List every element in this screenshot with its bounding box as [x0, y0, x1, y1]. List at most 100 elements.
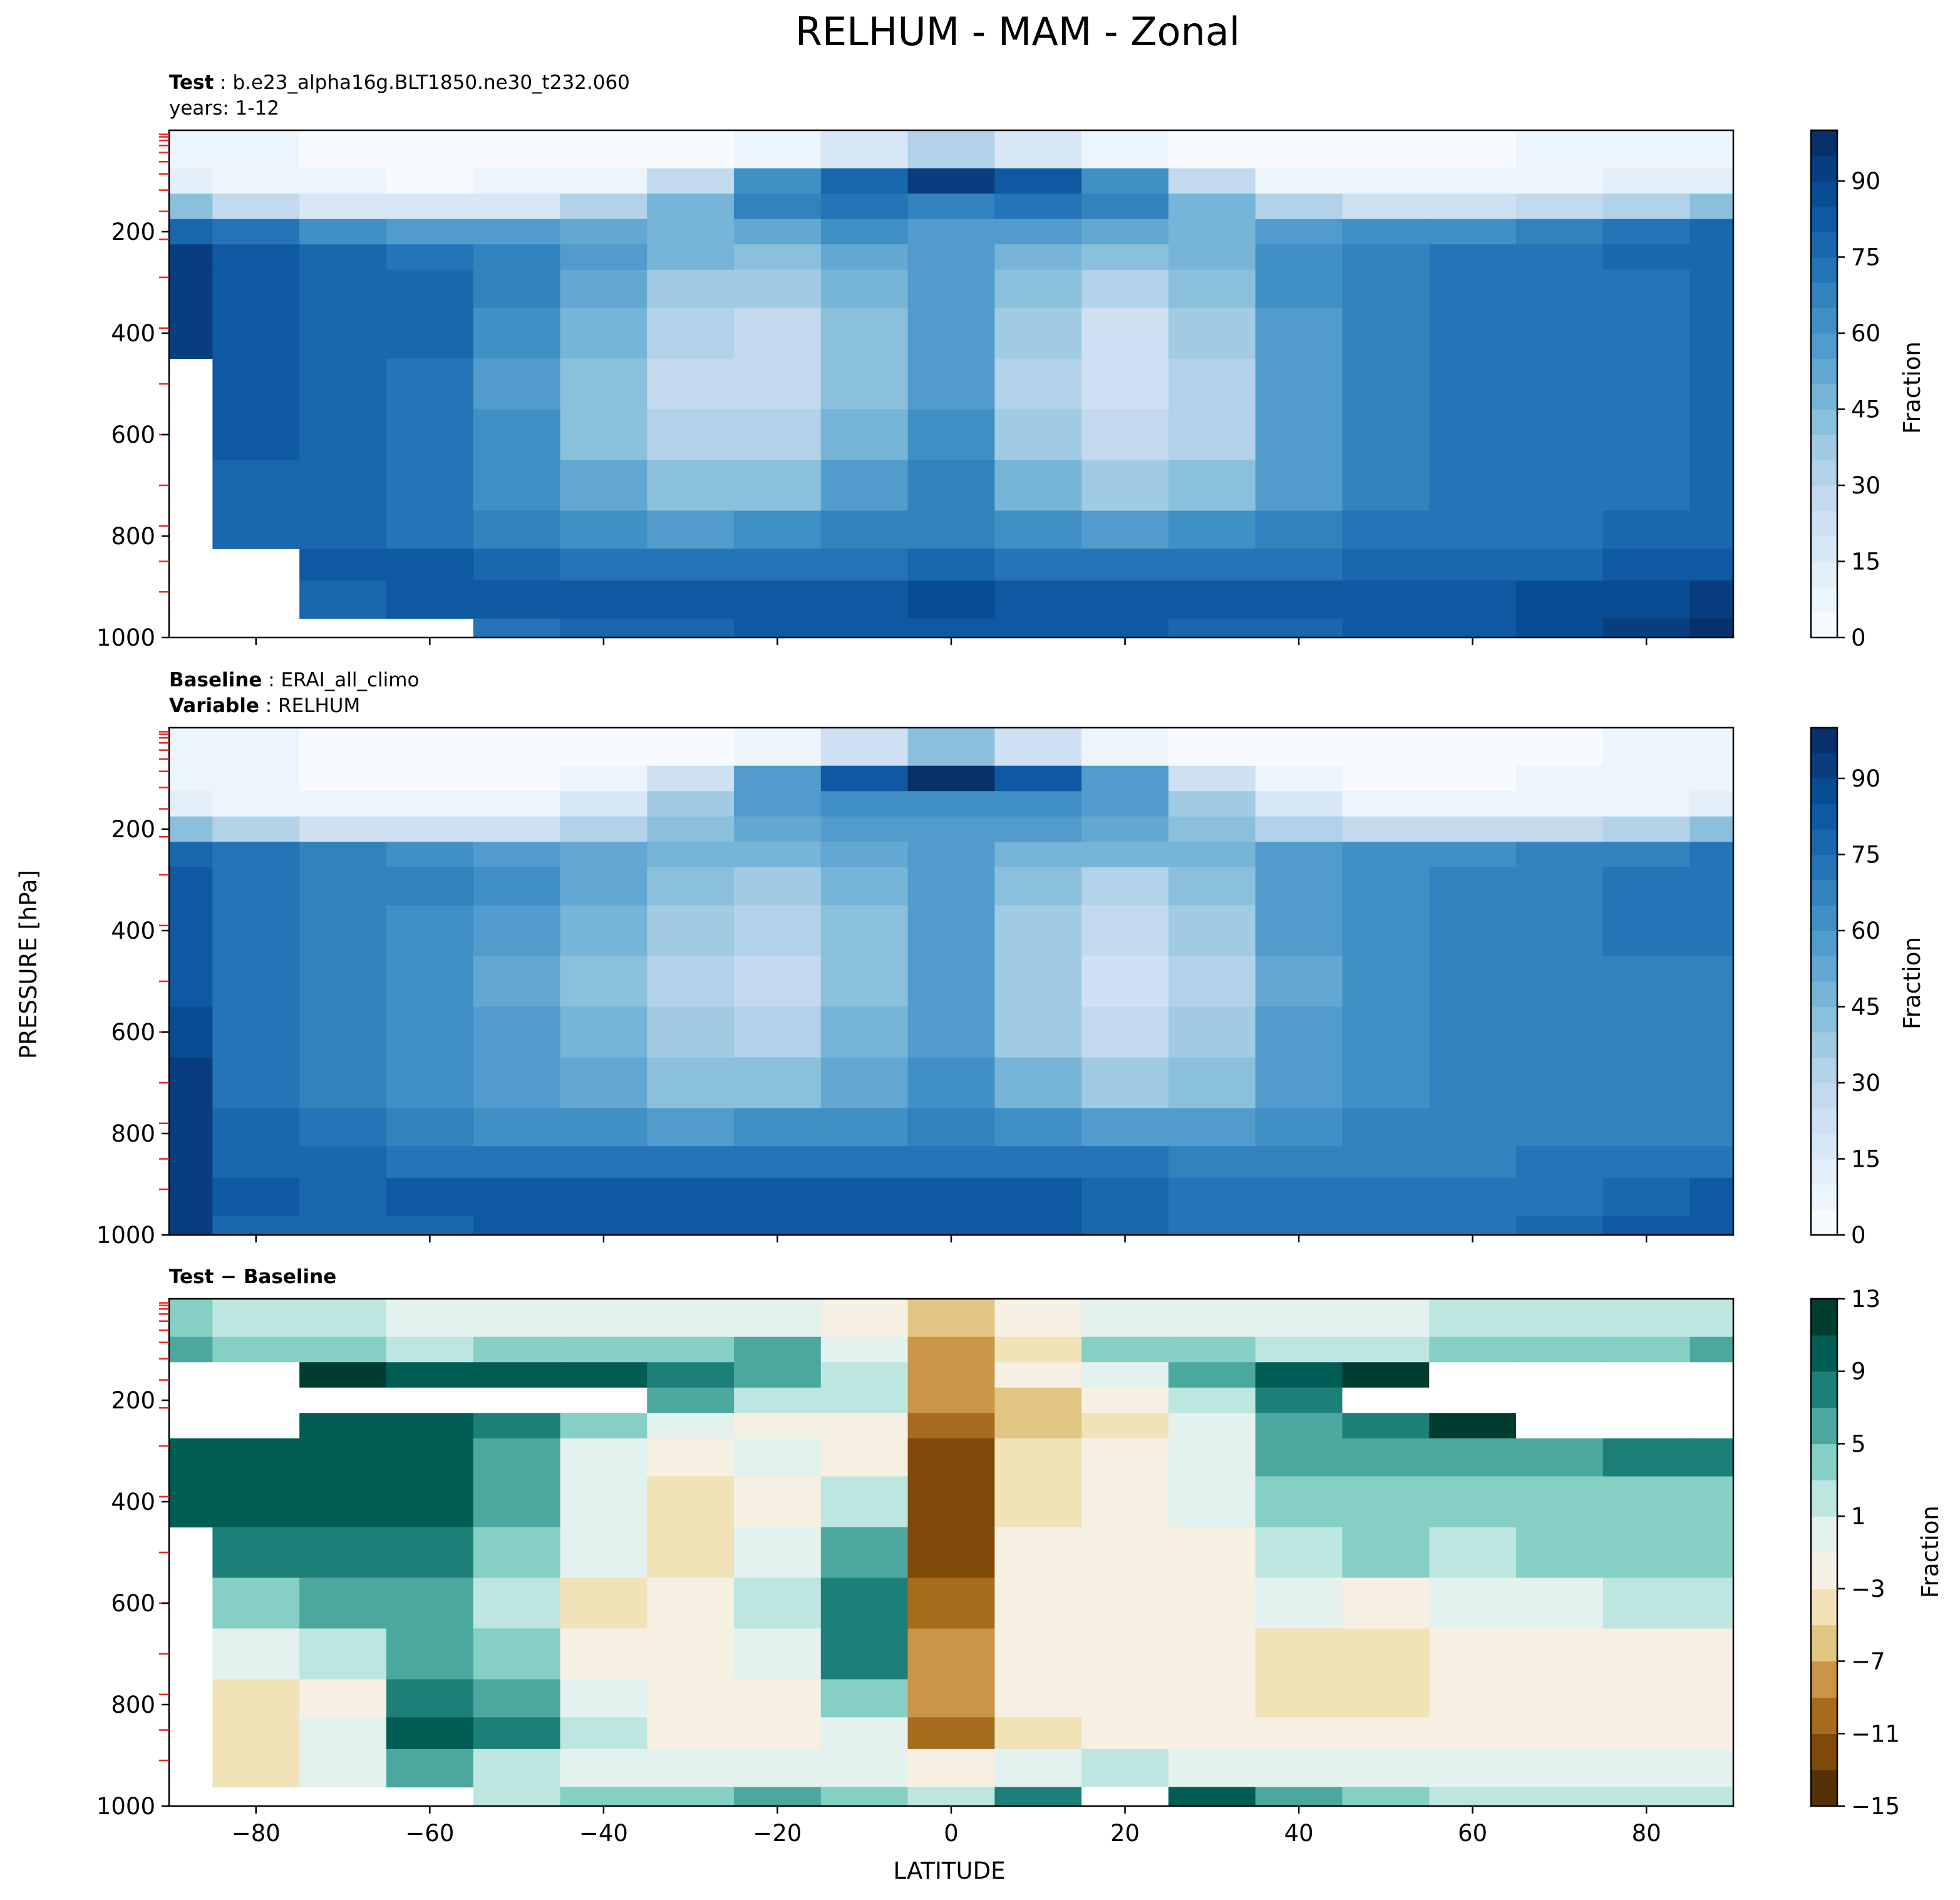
heatmap-cell	[1602, 219, 1691, 245]
colorbar-band	[1811, 358, 1837, 385]
heatmap-cell	[169, 1299, 213, 1338]
heatmap-cell	[820, 409, 909, 461]
heatmap-cell	[1516, 1438, 1604, 1477]
heatmap-cell	[1516, 1336, 1604, 1363]
heatmap-cell	[386, 194, 474, 220]
heatmap-cell	[1429, 791, 1517, 817]
heatmap-cell	[1342, 1299, 1430, 1338]
heatmap-cell	[1689, 1717, 1734, 1750]
heatmap-cell	[473, 1527, 561, 1579]
heatmap-cell	[473, 905, 561, 957]
heatmap-cell	[1689, 194, 1734, 220]
heatmap-cell	[1602, 168, 1691, 194]
heatmap-cell	[560, 1628, 647, 1680]
heatmap-cell	[994, 1336, 1082, 1363]
heatmap-cell	[647, 168, 735, 194]
heatmap-cell	[1689, 905, 1734, 957]
heatmap-cell	[1342, 510, 1430, 549]
heatmap-cell	[820, 618, 909, 638]
heatmap-cell	[820, 905, 909, 957]
colorbar-tick-label: 15	[1851, 1146, 1880, 1173]
heatmap-cell	[994, 460, 1082, 512]
heatmap-cell	[473, 549, 561, 581]
heatmap-cell	[386, 510, 474, 549]
heatmap-cell	[1255, 1108, 1343, 1147]
heatmap-cell	[1429, 867, 1517, 906]
heatmap-cell	[473, 842, 561, 868]
panel-diff-colorbar-label: Fraction	[1917, 1505, 1944, 1598]
heatmap-cell	[734, 728, 822, 767]
colorbar-tick-label: 45	[1851, 396, 1880, 423]
colorbar-band	[1811, 1443, 1837, 1480]
heatmap-cell	[212, 1299, 300, 1338]
heatmap-cell	[1689, 1362, 1734, 1388]
colorbar-band	[1811, 1057, 1837, 1083]
heatmap-cell	[212, 307, 300, 359]
heatmap-cell	[560, 194, 647, 220]
heatmap-cell	[212, 130, 300, 169]
heatmap-cell	[1602, 905, 1691, 957]
heatmap-cell	[734, 867, 822, 906]
heatmap-cell	[647, 1476, 735, 1528]
heatmap-cell	[1602, 1438, 1691, 1477]
heatmap-cell	[386, 1108, 474, 1147]
heatmap-cell	[1342, 307, 1430, 359]
heatmap-cell	[1255, 130, 1343, 169]
heatmap-cell	[473, 1748, 561, 1788]
heatmap-cell	[169, 956, 213, 1008]
heatmap-cell	[1255, 867, 1343, 906]
panel-test-colorbar: 0 15 30 45 60 75 90	[1810, 129, 1880, 651]
heatmap-cell	[647, 307, 735, 359]
heatmap-cell	[386, 1748, 474, 1788]
heatmap-cell	[1255, 842, 1343, 868]
heatmap-cell	[734, 1628, 822, 1680]
heatmap-cell	[1081, 905, 1169, 957]
heatmap-cell	[734, 1527, 822, 1579]
heatmap-cell	[994, 358, 1082, 410]
heatmap-cell	[994, 1628, 1082, 1680]
heatmap-cell	[560, 219, 647, 245]
heatmap-cell	[734, 1577, 822, 1629]
heatmap-cell	[1516, 1299, 1604, 1338]
colorbar-band	[1811, 1770, 1837, 1807]
heatmap-cell	[647, 1362, 735, 1388]
heatmap-cell	[1689, 307, 1734, 359]
heatmap-cell	[1255, 816, 1343, 842]
heatmap-cell	[386, 1628, 474, 1680]
heatmap-cell	[560, 244, 647, 271]
colorbar-frame	[1810, 1298, 1839, 1807]
heatmap-cell	[1602, 244, 1691, 271]
heatmap-cell	[299, 307, 387, 359]
heatmap-cell	[386, 1717, 474, 1750]
heatmap-cell	[1516, 1527, 1604, 1579]
heatmap-cell	[1429, 1146, 1517, 1179]
heatmap-cell	[1081, 1628, 1169, 1680]
heatmap-cell	[647, 244, 735, 271]
heatmap-cell	[299, 1216, 387, 1236]
colorbar-band	[1811, 1516, 1837, 1553]
colorbar-band	[1811, 130, 1837, 157]
heatmap-cell	[1429, 1628, 1517, 1680]
heatmap-cell	[734, 194, 822, 220]
heatmap-cell	[994, 244, 1082, 271]
heatmap-cell	[820, 1387, 909, 1413]
heatmap-cell	[473, 956, 561, 1008]
heatmap-cell	[1516, 269, 1604, 309]
panel-baseline-y-ticks: 200 400 600 800 1000	[96, 816, 169, 1249]
x-tick-label: 60	[1458, 1820, 1487, 1847]
heatmap-cell	[299, 580, 387, 619]
heatmap-cell	[299, 842, 387, 868]
colorbar-band	[1811, 956, 1837, 982]
heatmap-cell	[1342, 1628, 1430, 1680]
heatmap-cell	[212, 1413, 300, 1439]
heatmap-cell	[560, 1438, 647, 1477]
colorbar-band	[1811, 485, 1837, 512]
heatmap-cell	[1602, 867, 1691, 906]
heatmap-cell	[1602, 1413, 1691, 1439]
heatmap-cell	[212, 1628, 300, 1680]
heatmap-cell	[1516, 580, 1604, 619]
heatmap-cell	[1342, 1216, 1430, 1236]
heatmap-cell	[734, 816, 822, 842]
heatmap-cell	[1255, 1577, 1343, 1629]
heatmap-cell	[994, 168, 1082, 194]
